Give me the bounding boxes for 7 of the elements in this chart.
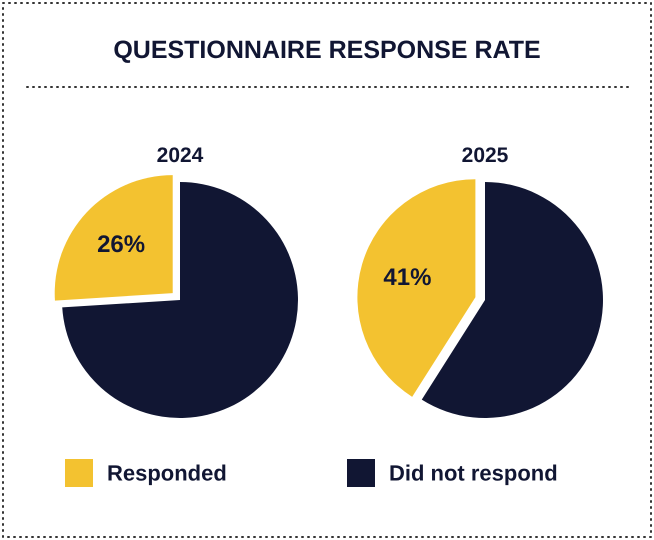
slice-label: 2024 xyxy=(156,144,204,167)
legend-label: Did not respond xyxy=(389,460,558,486)
chart-title: QUESTIONNAIRE RESPONSE RATE xyxy=(113,36,541,64)
data-label: 26% xyxy=(97,231,146,258)
slice-label: 2025 xyxy=(462,144,509,167)
legend-label: Responded xyxy=(107,460,227,486)
data-label: 41% xyxy=(383,264,432,291)
